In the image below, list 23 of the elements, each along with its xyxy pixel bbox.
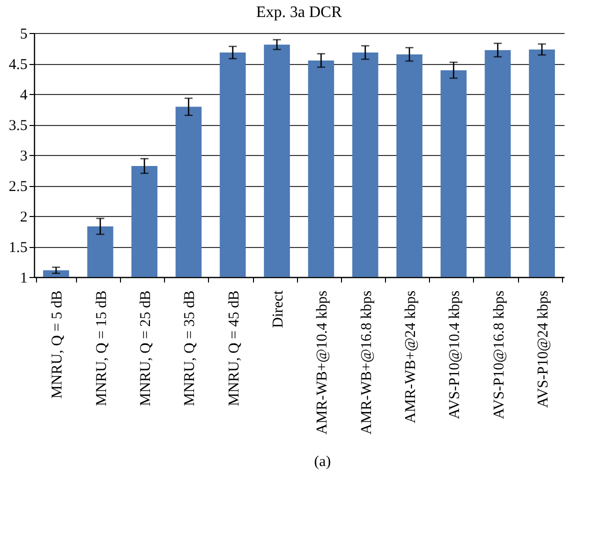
x-tick-label: MNRU, Q = 45 dB [226,290,242,406]
x-tick-label: AMR-WB+@10.4 kbps [314,290,331,434]
y-tick-label: 5 [20,26,28,42]
x-tick-label: AVS-P10@24 kbps [535,290,552,408]
x-tick-label: MNRU, Q = 35 dB [182,290,198,406]
y-tick-label: 4 [20,88,28,104]
x-tick-label: Direct [270,290,286,328]
y-tick-label: 4.5 [8,57,28,73]
y-tick-label: 1.5 [8,240,28,256]
y-tick-label: 2.5 [8,179,28,195]
x-tick-label: MNRU, Q = 15 dB [94,290,110,406]
x-tick-label: MNRU, Q = 5 dB [50,290,66,399]
y-tick-label: 3.5 [8,118,28,134]
x-tick-label: MNRU, Q = 25 dB [138,290,154,406]
x-tick-label: AVS-P10@10.4 kbps [447,290,464,420]
y-tick-label: 3 [20,148,28,164]
text: (a) [313,454,332,471]
y-tick-label: 2 [20,210,28,226]
x-tick-label: AMR-WB+@24 kbps [402,290,419,424]
x-tick-label: AVS-P10@16.8 kbps [491,290,508,420]
y-tick-label: 1 [20,270,28,286]
chart-title: Exp. 3a DCR [256,4,342,21]
x-tick-label: AMR-WB+@16.8 kbps [358,290,375,434]
